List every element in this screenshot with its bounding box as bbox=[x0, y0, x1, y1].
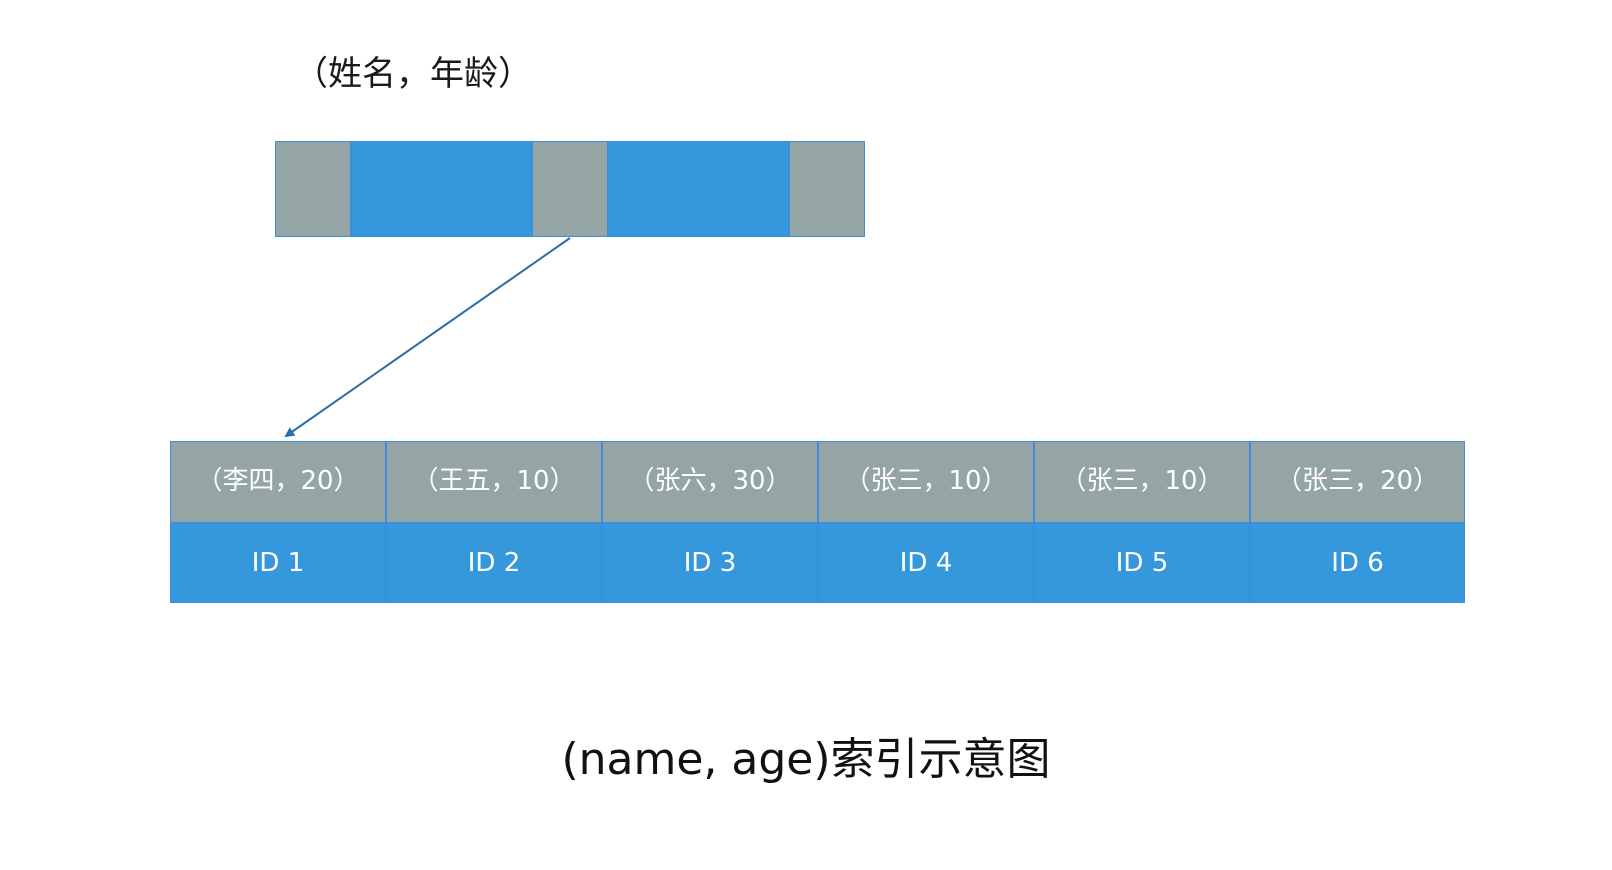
leaf-entry: （李四，20） ID 1 bbox=[170, 441, 386, 603]
pointer-arrow-line bbox=[284, 237, 571, 438]
leaf-entry-key: （张三，10） bbox=[818, 441, 1034, 522]
leaf-entry: （张三，10） ID 4 bbox=[818, 441, 1034, 603]
index-node-pointer-cell-1 bbox=[275, 141, 351, 237]
leaf-entry-id: ID 3 bbox=[602, 522, 818, 603]
index-node-key-cell-2 bbox=[608, 141, 789, 237]
diagram-caption: (name, age)索引示意图 bbox=[561, 734, 1051, 785]
index-node bbox=[275, 141, 865, 237]
leaf-entry: （张六，30） ID 3 bbox=[602, 441, 818, 603]
leaf-entry-id: ID 1 bbox=[170, 522, 386, 603]
leaf-entry-id: ID 2 bbox=[386, 522, 602, 603]
leaf-entry: （张三，10） ID 5 bbox=[1034, 441, 1250, 603]
leaf-page: （李四，20） ID 1 （王五，10） ID 2 （张六，30） ID 3 （… bbox=[170, 441, 1465, 603]
leaf-entry-id: ID 5 bbox=[1034, 522, 1250, 603]
index-node-pointer-cell-3 bbox=[789, 141, 865, 237]
leaf-entry-id: ID 6 bbox=[1250, 522, 1465, 603]
leaf-entry: （张三，20） ID 6 bbox=[1250, 441, 1465, 603]
index-node-label: （姓名，年龄） bbox=[294, 54, 532, 94]
leaf-entry-key: （李四，20） bbox=[170, 441, 386, 522]
leaf-entry-key: （张六，30） bbox=[602, 441, 818, 522]
index-node-key-cell-1 bbox=[351, 141, 532, 237]
leaf-entry-id: ID 4 bbox=[818, 522, 1034, 603]
leaf-entry-key: （张三，10） bbox=[1034, 441, 1250, 522]
leaf-entry-key: （张三，20） bbox=[1250, 441, 1465, 522]
leaf-entry: （王五，10） ID 2 bbox=[386, 441, 602, 603]
leaf-entry-key: （王五，10） bbox=[386, 441, 602, 522]
index-node-pointer-cell-2 bbox=[532, 141, 608, 237]
